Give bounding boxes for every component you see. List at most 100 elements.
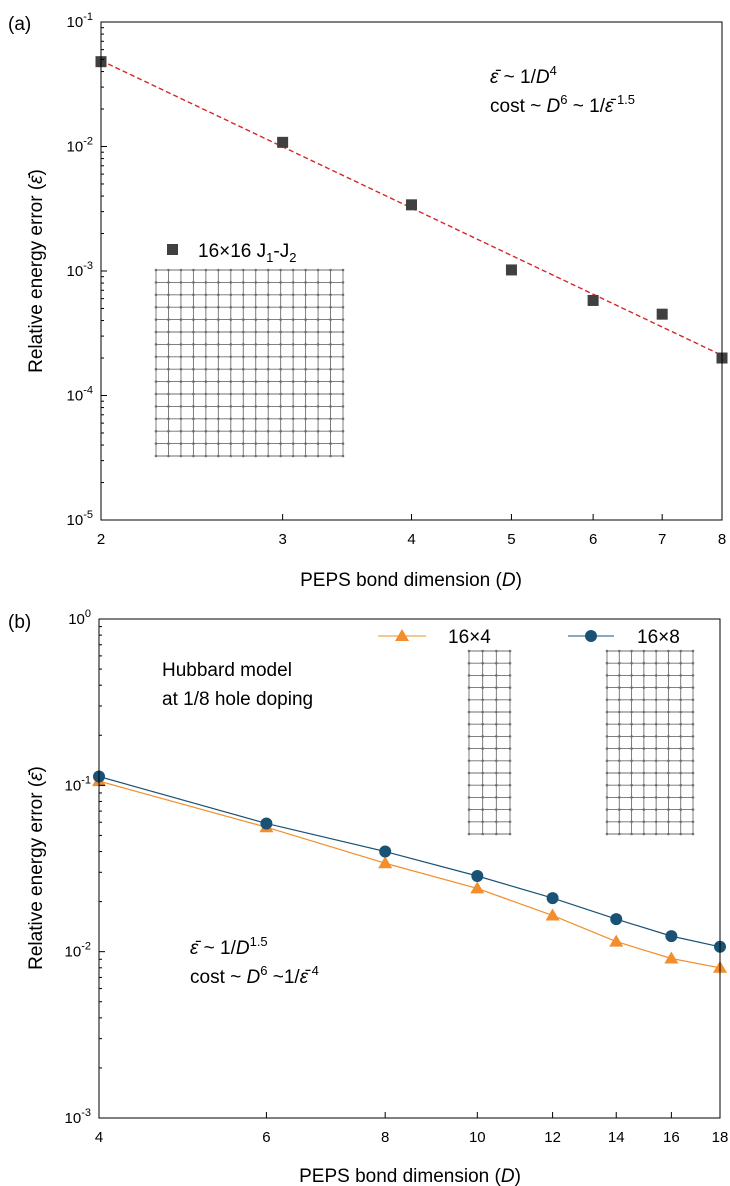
lattice-site [154, 330, 158, 334]
lattice-site [679, 832, 683, 836]
lattice-site [279, 405, 282, 408]
lattice-site [495, 832, 498, 836]
panel-b-y-ticks: 10-3 10-2 10-1 100 [65, 608, 105, 1127]
data-point-circle [546, 892, 559, 905]
lattice-site [316, 442, 320, 445]
lattice-site [254, 293, 258, 297]
lattice-site [467, 820, 471, 824]
lattice-site [154, 293, 158, 297]
lattice-site [642, 796, 646, 799]
lattice-site [329, 429, 332, 433]
data-point-triangle [378, 856, 393, 869]
lattice-site [304, 405, 307, 408]
lattice-site [304, 380, 307, 383]
lattice-site [341, 442, 345, 445]
x-tick-label: 8 [718, 531, 726, 548]
lattice-site [508, 759, 512, 763]
x-tick-label: 12 [544, 1129, 561, 1146]
x-tick-label: 18 [712, 1129, 729, 1146]
lattice-site [254, 268, 258, 272]
lattice-site [691, 710, 695, 714]
x-tick-label: 2 [97, 531, 105, 548]
lattice-site [508, 783, 512, 787]
lattice-site [204, 380, 208, 383]
data-point-square [406, 199, 417, 211]
lattice-site [291, 330, 295, 334]
lattice-site [192, 442, 195, 445]
y-tick-label: 10-5 [67, 509, 93, 529]
lattice-site [691, 698, 695, 702]
lattice-site [179, 343, 183, 346]
x-tick-label: 3 [278, 531, 286, 548]
lattice-site [667, 735, 670, 738]
lattice-site [495, 722, 498, 726]
lattice-site [605, 820, 609, 824]
lattice-site [341, 355, 345, 359]
lattice-site [679, 735, 683, 738]
lattice-site [481, 735, 484, 738]
lattice-site [617, 649, 621, 653]
lattice-site [304, 330, 307, 334]
panel-a-lattice-square-16x16 [154, 268, 345, 458]
lattice-site [642, 759, 646, 763]
lattice-site [316, 367, 320, 371]
lattice-site [654, 722, 658, 726]
lattice-site [495, 759, 498, 763]
lattice-site [667, 686, 670, 689]
panel-b-legend: 16×4 16×8 [378, 627, 680, 648]
lattice-site [266, 281, 270, 284]
lattice-site [654, 649, 658, 653]
lattice-site [217, 330, 220, 334]
lattice-site [617, 722, 621, 726]
lattice-site [241, 330, 245, 334]
lattice-site [341, 405, 345, 408]
y-tick-label: 10-3 [65, 1107, 91, 1127]
lattice-site [329, 330, 332, 334]
x-tick-label: 10 [469, 1129, 486, 1146]
lattice-site [630, 661, 633, 665]
lattice-site [605, 832, 609, 836]
lattice-site [254, 417, 258, 421]
lattice-site [154, 268, 158, 272]
panel-a: (a) 2 3 4 5 6 7 8 10-5 10-4 10-3 10-2 10-1 16×16 J… [8, 11, 728, 591]
lattice-site [508, 661, 512, 665]
lattice-site [605, 783, 609, 787]
lattice-site [495, 661, 498, 665]
lattice-site [341, 454, 345, 458]
lattice-site [316, 380, 320, 383]
lattice-site [254, 380, 258, 383]
panel-b-label: (b) [8, 612, 31, 633]
lattice-site [679, 686, 683, 689]
lattice-site [154, 343, 158, 346]
panel-a-x-axis-label: PEPS bond dimension (D) [300, 570, 522, 591]
lattice-site [266, 417, 270, 421]
lattice-site [179, 330, 183, 334]
lattice-site [254, 454, 258, 458]
lattice-site [229, 380, 233, 383]
lattice-site [642, 661, 646, 665]
series-line-16x8 [98, 775, 721, 948]
lattice-site [508, 820, 512, 824]
lattice-site [481, 698, 484, 702]
lattice-site [691, 832, 695, 836]
lattice-site [229, 305, 233, 309]
lattice-site [204, 367, 208, 371]
lattice-site [167, 330, 170, 334]
lattice-site [691, 649, 695, 653]
lattice-site [642, 808, 646, 811]
lattice-site [254, 343, 258, 346]
lattice-site [691, 674, 695, 677]
lattice-site [241, 281, 245, 284]
lattice-site [217, 367, 220, 371]
lattice-site [605, 722, 609, 726]
lattice-site [341, 318, 345, 321]
lattice-site [229, 330, 233, 334]
lattice-site [691, 771, 695, 775]
lattice-site [192, 380, 195, 383]
panel-b-lattice-16x4 [467, 649, 512, 836]
lattice-site [508, 747, 512, 750]
lattice-site [304, 442, 307, 445]
lattice-site [691, 783, 695, 787]
lattice-site [691, 686, 695, 689]
lattice-site [508, 832, 512, 836]
